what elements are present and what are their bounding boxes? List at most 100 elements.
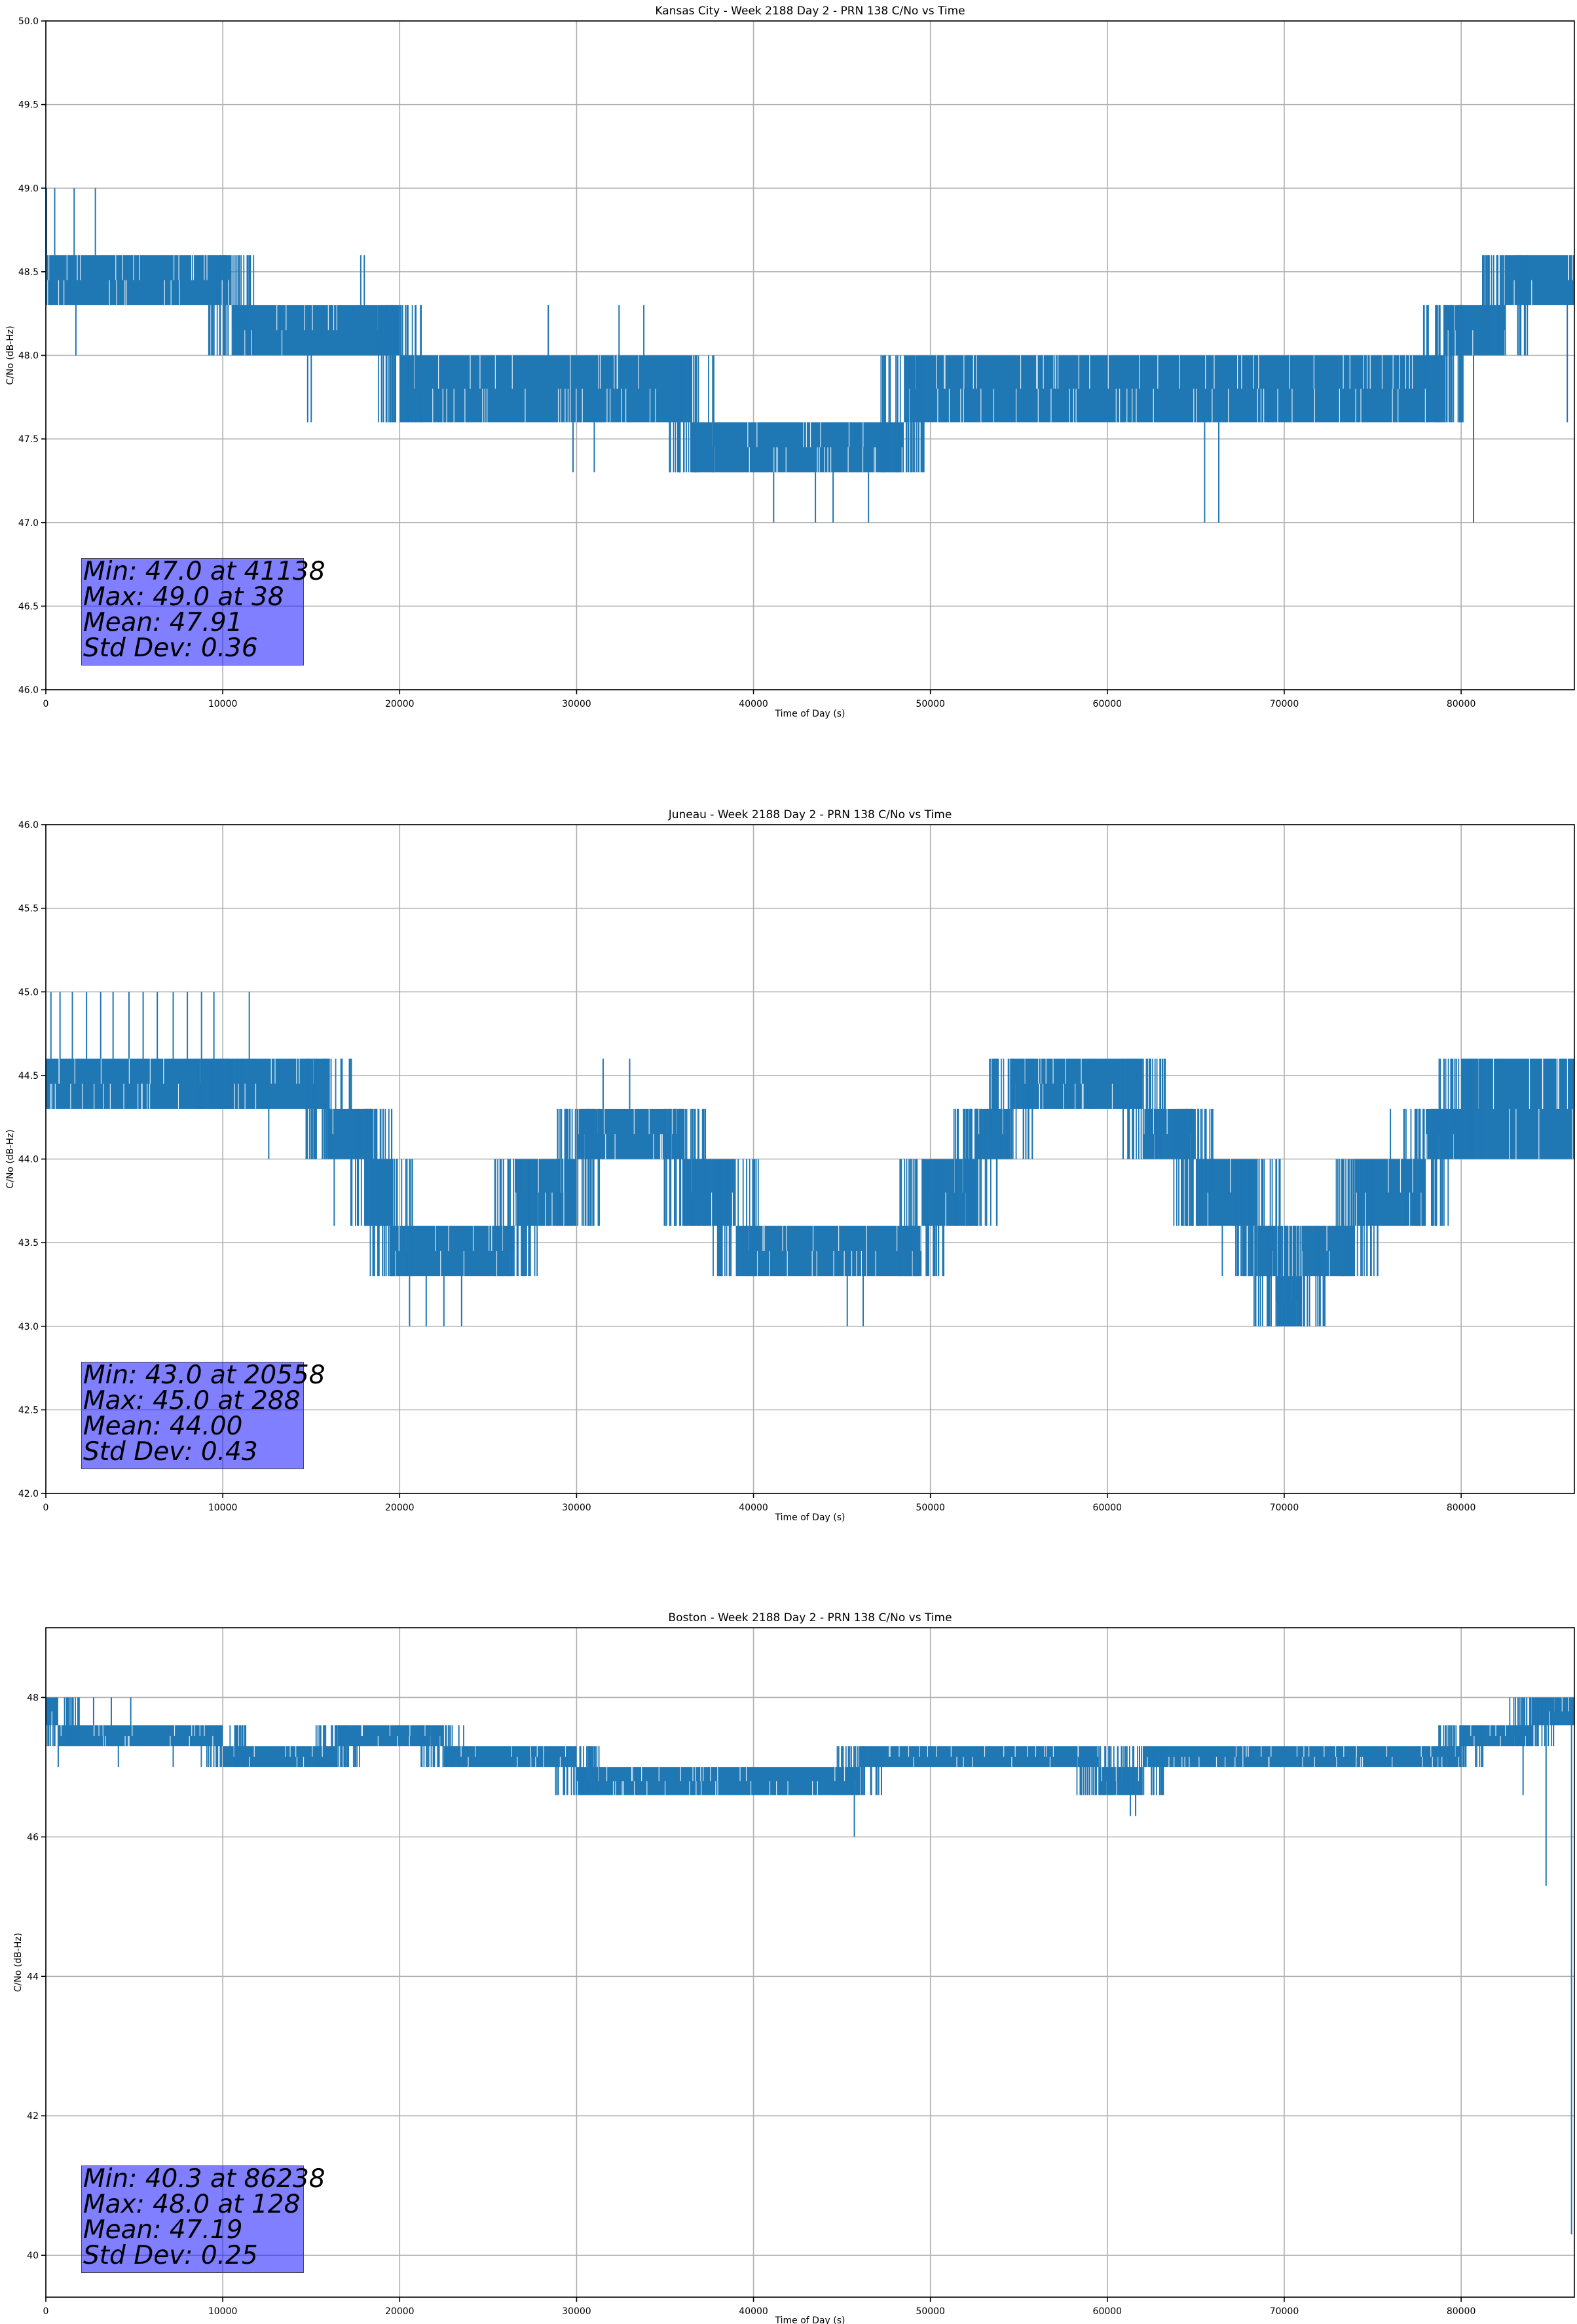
series-gap bbox=[623, 1781, 624, 1795]
series-gap bbox=[1115, 1767, 1117, 1782]
series-gap bbox=[633, 1781, 635, 1795]
series-gap bbox=[1420, 1192, 1422, 1226]
series-gap bbox=[1339, 388, 1340, 422]
series-gap bbox=[228, 280, 229, 305]
series-gap bbox=[1277, 388, 1278, 422]
series-gap bbox=[559, 1756, 561, 1767]
series-gap bbox=[1453, 1134, 1454, 1159]
series-gap bbox=[633, 1108, 635, 1134]
series-gap bbox=[1081, 1083, 1083, 1109]
series-gap bbox=[128, 1736, 130, 1746]
series-gap bbox=[1326, 1226, 1327, 1251]
series-gap bbox=[1392, 355, 1394, 389]
series-gap bbox=[1493, 1059, 1494, 1109]
series-gap bbox=[945, 1192, 946, 1226]
series-gap bbox=[1561, 1697, 1563, 1712]
stats-box: Min: 47.0 at 41138 Max: 49.0 at 38 Mean: 4… bbox=[81, 558, 325, 665]
series-gap bbox=[1335, 1746, 1337, 1757]
series-gap bbox=[1531, 280, 1532, 305]
series-gap bbox=[1039, 1083, 1040, 1109]
series-gap bbox=[123, 1083, 124, 1109]
series-gap bbox=[1073, 388, 1075, 422]
series-gap bbox=[453, 388, 455, 422]
series-gap bbox=[361, 1725, 362, 1736]
series-gap bbox=[972, 1756, 973, 1767]
y-tick-label: 46.0 bbox=[18, 820, 39, 831]
series-gap bbox=[51, 1083, 52, 1109]
x-tick-label: 0 bbox=[43, 1503, 49, 1513]
x-tick-label: 30000 bbox=[562, 1503, 591, 1513]
series-gap bbox=[1111, 1083, 1113, 1109]
series-gap bbox=[732, 1192, 733, 1226]
series-gap bbox=[1572, 255, 1573, 280]
series-gap bbox=[530, 1756, 532, 1767]
series-gap bbox=[1441, 1756, 1443, 1767]
x-tick-label: 40000 bbox=[739, 2306, 768, 2317]
x-tick-label: 70000 bbox=[1270, 2306, 1299, 2317]
series-gap bbox=[511, 355, 513, 389]
series-gap bbox=[600, 355, 601, 389]
series-gap bbox=[48, 255, 50, 280]
series-gap bbox=[577, 1781, 578, 1795]
series-gap bbox=[847, 447, 849, 473]
series-gap bbox=[711, 1192, 713, 1226]
series-gap bbox=[1420, 1746, 1422, 1757]
series-gap bbox=[1432, 1756, 1433, 1767]
y-tick-label: 50.0 bbox=[18, 16, 39, 27]
series-gap bbox=[1405, 355, 1407, 389]
series-gap bbox=[557, 388, 559, 422]
series-gap bbox=[1063, 1083, 1064, 1109]
x-tick-label: 20000 bbox=[385, 2306, 415, 2317]
series-gap bbox=[164, 280, 165, 305]
y-tick-label: 44.0 bbox=[18, 1155, 39, 1165]
series-gap bbox=[948, 388, 950, 422]
series-gap bbox=[944, 355, 946, 389]
series-gap bbox=[980, 388, 982, 422]
series-group bbox=[46, 188, 1574, 523]
x-tick-label: 30000 bbox=[562, 2306, 591, 2317]
series-gap bbox=[212, 1736, 213, 1746]
series-gap bbox=[1038, 1059, 1039, 1084]
series-gap bbox=[322, 1746, 323, 1757]
series-gap bbox=[984, 1746, 986, 1757]
series-gap bbox=[1253, 355, 1254, 389]
x-tick-label: 10000 bbox=[208, 699, 238, 709]
series-gap bbox=[973, 355, 974, 389]
series-band bbox=[904, 355, 1444, 422]
series-gap bbox=[439, 1736, 441, 1746]
series-gap bbox=[276, 305, 278, 331]
series-gap bbox=[1043, 355, 1044, 389]
series-gap bbox=[244, 330, 246, 356]
series-gap bbox=[861, 1250, 863, 1277]
series-gap bbox=[1458, 1756, 1460, 1767]
series-gap bbox=[1360, 1756, 1362, 1767]
series-gap bbox=[565, 1746, 566, 1757]
y-tick-label: 49.5 bbox=[18, 100, 39, 111]
series-gap bbox=[756, 422, 758, 447]
series-gap bbox=[646, 1781, 648, 1795]
series-gap bbox=[244, 1083, 246, 1109]
series-band bbox=[735, 1226, 922, 1277]
series-gap bbox=[956, 1756, 957, 1767]
chart-panel-3: 0 10000 20000 30000 40000 50000 60000 70000 8000… bbox=[13, 1611, 1575, 2324]
series-gap bbox=[700, 1767, 701, 1782]
series-gap bbox=[745, 1767, 747, 1782]
series-gap bbox=[1400, 1159, 1401, 1193]
series-gap bbox=[362, 1725, 363, 1736]
series-gap bbox=[811, 1250, 813, 1277]
series-gap bbox=[124, 1736, 126, 1746]
series-gap bbox=[1193, 388, 1195, 422]
series-gap bbox=[545, 1192, 546, 1226]
series-gap bbox=[1139, 355, 1140, 389]
x-axis-label: Time of Day (s) bbox=[775, 2315, 845, 2324]
x-tick-label: 20000 bbox=[385, 1503, 415, 1513]
stats-line: Max: 48.0 at 128 bbox=[83, 2190, 301, 2219]
series-gap bbox=[1386, 1746, 1388, 1757]
series-gap bbox=[377, 1736, 379, 1746]
series-gap bbox=[395, 1250, 396, 1277]
series-gap bbox=[141, 1083, 143, 1109]
x-tick-label: 80000 bbox=[1447, 1503, 1476, 1513]
series-gap bbox=[806, 422, 807, 447]
plot-frame bbox=[45, 1627, 1575, 2298]
series-band bbox=[443, 1746, 577, 1767]
